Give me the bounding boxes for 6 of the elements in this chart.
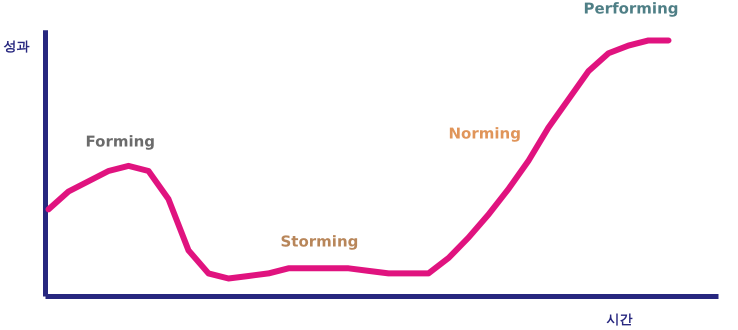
annotation: Forming: [86, 132, 156, 150]
x-axis-title: 시간: [606, 312, 632, 328]
annotation: Norming: [448, 124, 521, 142]
text: Performing: [584, 0, 678, 18]
annotation: Storming: [280, 232, 358, 250]
y-axis-title: 성과: [4, 40, 30, 54]
